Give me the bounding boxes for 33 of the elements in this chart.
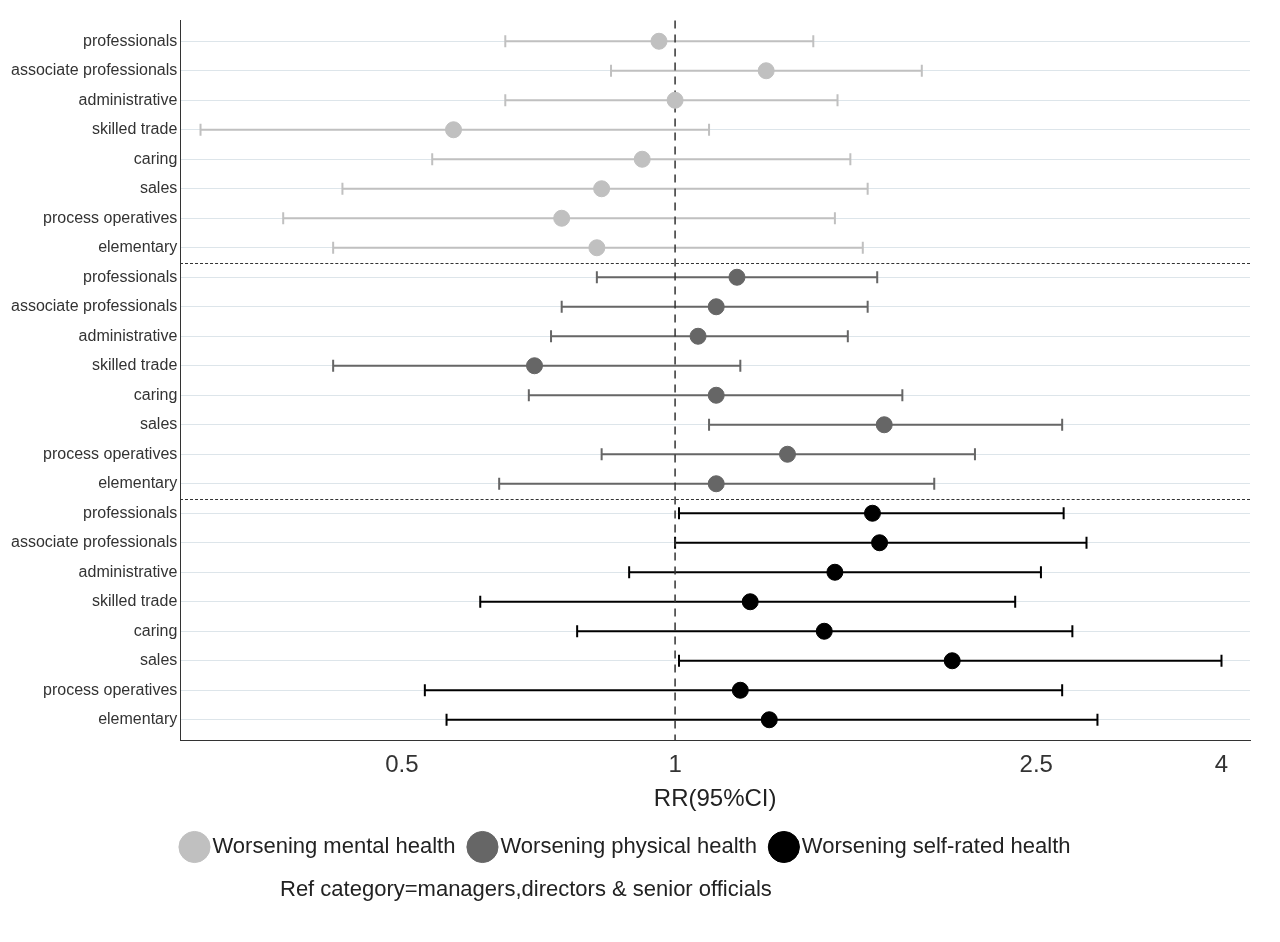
y-tick-label: caring — [133, 149, 178, 167]
y-tick-label: professionals — [83, 31, 178, 49]
x-axis-title: RR(95%CI) — [653, 784, 777, 812]
y-tick-label: associate professionals — [11, 61, 178, 79]
y-tick-label: administrative — [78, 562, 178, 580]
x-tick-label: 4 — [1214, 750, 1229, 778]
y-tick-label: process operatives — [43, 444, 178, 462]
x-tick-label: 0.5 — [385, 750, 419, 778]
y-tick-label: caring — [133, 385, 178, 403]
y-tick-label: process operatives — [43, 208, 178, 226]
y-tick-label: elementary — [98, 238, 178, 256]
y-tick-label: process operatives — [43, 680, 178, 698]
x-tick-label: 2.5 — [1019, 750, 1053, 778]
x-tick-label: 1 — [668, 750, 682, 778]
y-tick-label: skilled trade — [91, 356, 178, 374]
y-tick-label: sales — [139, 179, 178, 197]
y-tick-label: elementary — [98, 474, 178, 492]
y-tick-label: sales — [139, 415, 178, 433]
y-tick-label: administrative — [78, 326, 178, 344]
y-tick-label: sales — [139, 651, 178, 669]
y-tick-label: associate professionals — [11, 297, 178, 315]
y-tick-label: associate professionals — [11, 533, 178, 551]
text: Ref category=managers,directors & senior officials — [280, 876, 773, 902]
y-tick-label: skilled trade — [91, 592, 178, 610]
y-tick-label: professionals — [83, 503, 178, 521]
legend-label: Worsening self-rated health — [801, 833, 1071, 859]
y-tick-label: administrative — [78, 90, 178, 108]
y-tick-label: skilled trade — [91, 120, 178, 138]
legend-label: Worsening physical health — [500, 833, 757, 859]
y-tick-label: elementary — [98, 710, 178, 728]
y-tick-label: caring — [133, 621, 178, 639]
y-tick-label: professionals — [83, 267, 178, 285]
legend-label: Worsening mental health — [212, 833, 456, 859]
